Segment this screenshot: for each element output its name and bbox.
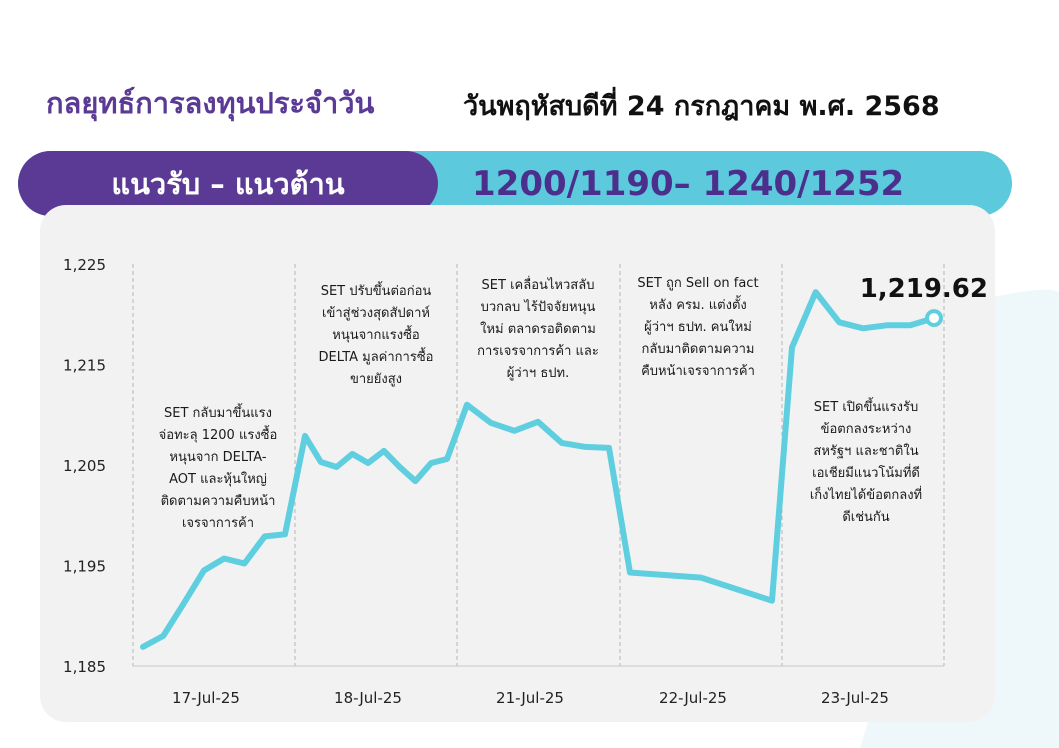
- set-index-line-chart: 1,225 1,215 1,205 1,195 1,185 17-Jul-25 18-Jul…: [63, 256, 988, 707]
- x-tick-label: 21-Jul-25: [496, 689, 564, 707]
- y-tick-label: 1,195: [63, 558, 106, 576]
- x-tick-label: 18-Jul-25: [334, 689, 402, 707]
- x-tick-label: 23-Jul-25: [821, 689, 889, 707]
- y-tick-label: 1,185: [63, 658, 106, 676]
- chart-card: 1,225 1,215 1,205 1,195 1,185 17-Jul-25 18-Jul…: [40, 205, 995, 722]
- annotation-23-jul: SET เปิดขึ้นแรงรับ ข้อตกลงระหว่าง สหรัฐฯ…: [809, 400, 923, 525]
- last-value-label: 1,219.62: [860, 274, 988, 304]
- x-tick-label: 17-Jul-25: [172, 689, 240, 707]
- date-text: วันพฤหัสบดีที่ 24 กรกฎาคม พ.ศ. 2568: [463, 91, 940, 122]
- last-value-marker: [925, 309, 943, 328]
- strategy-title: กลยุทธ์การลงทุนประจำวัน: [46, 86, 375, 120]
- x-tick-label: 22-Jul-25: [659, 689, 727, 707]
- support-resistance-value: 1200/1190– 1240/1252: [472, 163, 905, 204]
- set-index-series-line: [140, 289, 937, 650]
- annotation-18-jul: SET ปรับขึ้นต่อก่อน เข้าสู่ช่วงสุดสัปดาห…: [318, 284, 434, 387]
- y-tick-label: 1,215: [63, 357, 106, 375]
- y-tick-label: 1,205: [63, 457, 106, 475]
- annotation-22-jul: SET ถูก Sell on fact หลัง ครม. แต่งตั้ง …: [637, 276, 759, 379]
- support-resistance-label: แนวรับ – แนวต้าน: [111, 166, 345, 201]
- annotation-21-jul: SET เคลื่อนไหวสลับ บวกลบ ไร้ปัจจัยหนุน ใ…: [477, 278, 599, 381]
- y-tick-label: 1,225: [63, 256, 106, 274]
- annotation-17-jul: SET กลับมาขึ้นแรง จ่อทะลุ 1200 แรงซื้อ ห…: [158, 406, 278, 531]
